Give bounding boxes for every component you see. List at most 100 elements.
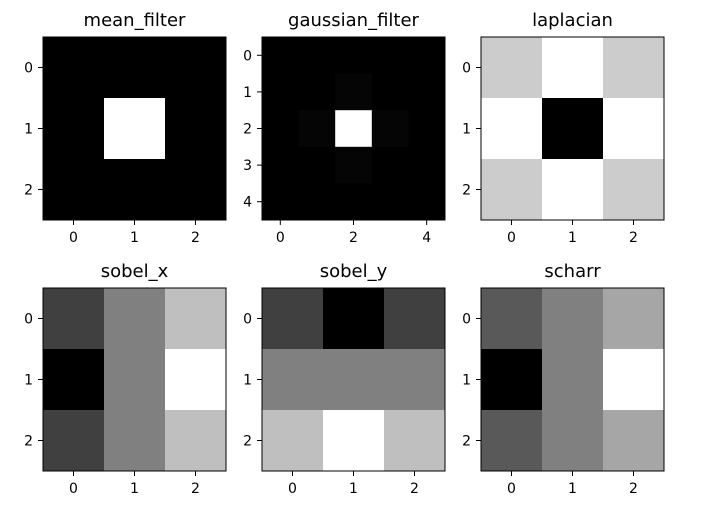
heatmap-cell — [165, 37, 227, 99]
heatmap-cell — [262, 349, 324, 411]
x-tick-label: 4 — [422, 230, 431, 246]
panel-gaussian_filter: gaussian_filter 0 2 4 0 1 2 3 4 — [243, 10, 446, 246]
heatmap-cell — [43, 288, 105, 350]
heatmap-cell — [43, 37, 105, 99]
chart-title: gaussian_filter — [288, 10, 420, 31]
heatmap-cell — [603, 288, 665, 350]
heatmap-cell — [335, 73, 373, 111]
heatmap-cell — [165, 349, 227, 411]
heatmap-cell — [104, 159, 166, 221]
y-tick-label: 2 — [462, 434, 471, 450]
heatmap-cell — [481, 349, 543, 411]
y-tick-label: 1 — [462, 122, 471, 138]
x-tick-label: 2 — [349, 230, 358, 246]
y-tick-label: 1 — [24, 122, 33, 138]
x-tick-label: 1 — [130, 481, 139, 497]
heatmap-cell — [298, 183, 336, 221]
heatmap-cell — [603, 98, 665, 160]
heatmap-cell — [408, 110, 446, 148]
heatmap-cell — [481, 159, 543, 221]
heatmap-cell — [262, 110, 299, 148]
x-tick-label: 0 — [69, 481, 78, 497]
heatmap-cell — [165, 288, 227, 350]
x-tick-label: 2 — [191, 230, 200, 246]
heatmap-cell — [481, 37, 543, 99]
y-tick-label: 0 — [243, 48, 252, 64]
heatmap-cell — [104, 98, 166, 160]
panel-sobel_x: sobel_x 0 1 2 0 1 2 — [24, 261, 227, 497]
chart-title: sobel_y — [320, 261, 388, 282]
heatmap-cell — [104, 410, 166, 472]
chart-title: mean_filter — [84, 10, 187, 31]
heatmap-cell — [335, 37, 373, 74]
heatmap-cell — [408, 146, 446, 184]
panel-laplacian: laplacian 0 1 2 0 1 2 — [462, 10, 665, 246]
y-tick-label: 2 — [243, 434, 252, 450]
heatmap-cell — [481, 410, 543, 472]
x-tick-label: 2 — [629, 481, 638, 497]
heatmap-cell — [335, 110, 373, 148]
chart-title: scharr — [544, 261, 601, 282]
panel-mean_filter: mean_filter 0 1 2 0 1 2 — [24, 10, 227, 246]
heatmap-cell — [603, 410, 665, 472]
heatmap-cell — [262, 410, 324, 472]
y-tick-label: 1 — [462, 373, 471, 389]
y-tick-label: 2 — [24, 434, 33, 450]
heatmap-cell — [323, 288, 385, 350]
y-tick-label: 0 — [462, 61, 471, 77]
panel-sobel_y: sobel_y 0 1 2 0 1 2 — [243, 261, 446, 497]
x-tick-label: 0 — [507, 230, 516, 246]
heatmap-cell — [298, 73, 336, 111]
x-tick-label: 1 — [130, 230, 139, 246]
heatmap-cell — [603, 159, 665, 221]
heatmap-cell — [371, 183, 409, 221]
heatmap-cell — [408, 73, 446, 111]
heatmap-cell — [384, 288, 446, 350]
heatmap-cell — [481, 288, 543, 350]
heatmap-cell — [542, 37, 604, 99]
heatmap-cell — [298, 37, 336, 74]
heatmap-cell — [43, 410, 105, 472]
heatmap-cell — [323, 349, 385, 411]
y-tick-label: 2 — [462, 183, 471, 199]
heatmap-cell — [335, 183, 373, 221]
heatmap-cell — [603, 37, 665, 99]
chart-title: sobel_x — [101, 261, 169, 282]
x-tick-label: 0 — [276, 230, 285, 246]
heatmap-cell — [262, 146, 299, 184]
y-tick-label: 1 — [243, 85, 252, 101]
x-tick-label: 1 — [568, 230, 577, 246]
heatmap-cell — [104, 349, 166, 411]
heatmap-cell — [262, 73, 299, 111]
heatmap-cell — [323, 410, 385, 472]
x-tick-label: 2 — [410, 481, 419, 497]
heatmap-cell — [371, 110, 409, 148]
x-tick-label: 0 — [507, 481, 516, 497]
y-tick-label: 3 — [243, 158, 252, 174]
y-tick-label: 0 — [24, 312, 33, 328]
y-tick-label: 1 — [24, 373, 33, 389]
y-tick-label: 2 — [24, 183, 33, 199]
heatmap-cell — [371, 37, 409, 74]
y-tick-label: 0 — [243, 312, 252, 328]
heatmap-cell — [43, 159, 105, 221]
heatmap-cell — [542, 410, 604, 472]
heatmap-cell — [262, 183, 299, 221]
x-tick-label: 1 — [568, 481, 577, 497]
heatmap-cell — [104, 37, 166, 99]
x-tick-label: 2 — [191, 481, 200, 497]
heatmap-cell — [335, 146, 373, 184]
heatmap-cell — [384, 349, 446, 411]
heatmap-cell — [408, 37, 446, 74]
x-tick-label: 2 — [629, 230, 638, 246]
heatmap-cell — [104, 288, 166, 350]
heatmap-cell — [481, 98, 543, 160]
heatmap-cell — [371, 146, 409, 184]
x-tick-label: 1 — [349, 481, 358, 497]
heatmap-cell — [262, 37, 299, 74]
heatmap-cell — [384, 410, 446, 472]
heatmap-cell — [165, 98, 227, 160]
y-tick-label: 0 — [24, 61, 33, 77]
heatmap-cell — [371, 73, 409, 111]
y-tick-label: 4 — [243, 195, 252, 211]
